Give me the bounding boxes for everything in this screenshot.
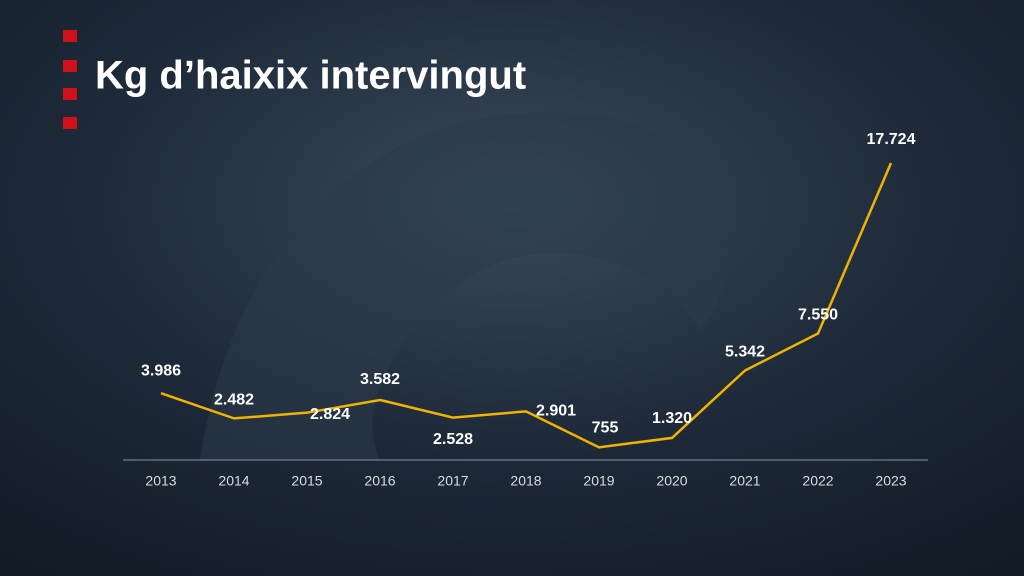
data-label: 3.986 [141,362,181,379]
data-label: 1.320 [652,410,692,427]
x-tick-label: 2023 [875,473,906,489]
x-tick-label: 2014 [218,473,249,489]
x-tick-label: 2013 [145,473,176,489]
x-tick-label: 2016 [364,473,395,489]
wave-decoration [200,112,729,460]
data-label: 17.724 [867,131,916,148]
data-line [160,162,893,449]
title-bullets [63,30,77,129]
data-label: 2.482 [214,392,254,409]
x-tick-label: 2015 [291,473,322,489]
x-tick-label: 2020 [656,473,687,489]
bullet [63,30,77,42]
data-label: 3.582 [360,371,400,388]
bullet [63,88,77,100]
x-tick-label: 2022 [802,473,833,489]
chart-title: Kg d’haixix intervingut [95,54,526,98]
bullet [63,117,77,129]
data-label: 755 [592,420,619,437]
data-label: 2.824 [310,406,350,423]
x-tick-label: 2018 [510,473,541,489]
bullet [63,60,77,72]
data-label: 2.901 [536,403,576,420]
x-tick-label: 2019 [583,473,614,489]
data-label: 5.342 [725,344,765,361]
x-tick-label: 2021 [729,473,760,489]
x-tick-label: 2017 [437,473,468,489]
data-label: 7.550 [798,307,838,324]
data-label: 2.528 [433,431,473,448]
